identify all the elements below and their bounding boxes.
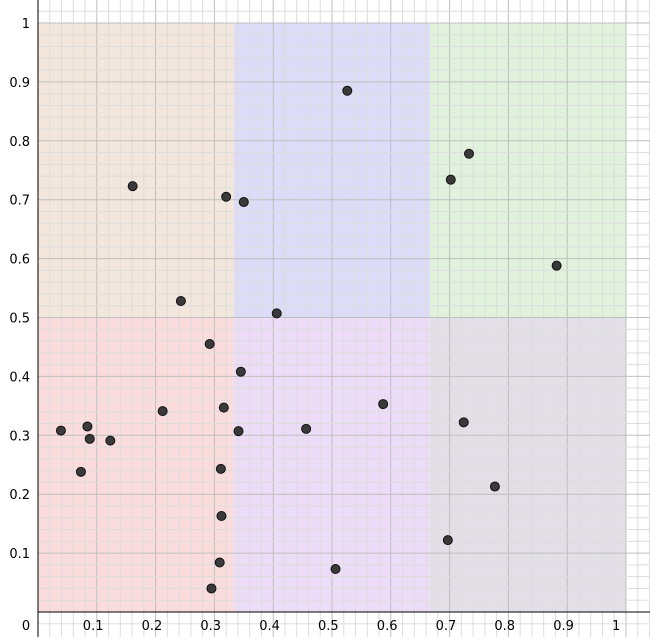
data-point (218, 402, 229, 413)
data-point (458, 417, 469, 428)
x-tick-label: 0.9 (553, 619, 574, 634)
data-point (330, 564, 341, 575)
data-point (75, 466, 86, 477)
y-tick-label: 0.5 (9, 312, 30, 327)
data-point (214, 557, 225, 568)
y-tick-labels: 0.1 0.2 0.3 0.4 0.5 0.6 0.7 0.8 0.9 1 (9, 17, 30, 562)
data-point (157, 406, 168, 417)
data-points (55, 85, 562, 594)
axes (37, 0, 650, 637)
y-tick-label: 0.8 (9, 135, 30, 150)
data-point (84, 433, 95, 444)
data-point (238, 197, 249, 208)
data-point (105, 435, 116, 446)
region-3 (38, 317, 234, 612)
data-point (489, 481, 500, 492)
data-point (442, 535, 453, 546)
data-point (551, 260, 562, 271)
grid-lines (38, 0, 650, 637)
x-tick-label: 0.1 (83, 619, 104, 634)
origin-tick-label: 0 (22, 619, 30, 634)
data-point (378, 399, 389, 410)
data-point (175, 296, 186, 307)
region-5 (430, 317, 626, 612)
data-point (215, 463, 226, 474)
data-point (445, 174, 456, 185)
y-tick-label: 0.2 (9, 488, 30, 503)
data-point (233, 426, 244, 437)
data-point (221, 191, 232, 202)
y-tick-label: 0.1 (9, 547, 30, 562)
region-2 (430, 23, 626, 318)
x-tick-label: 0.2 (142, 619, 163, 634)
y-tick-label: 0.6 (9, 253, 30, 268)
data-point (82, 421, 93, 432)
y-tick-label: 0.9 (9, 76, 30, 91)
x-tick-label: 0.6 (377, 619, 398, 634)
data-point (271, 308, 282, 319)
data-point (342, 85, 353, 96)
y-tick-label: 0.3 (9, 429, 30, 444)
y-tick-label: 0.7 (9, 194, 30, 209)
data-point (55, 425, 66, 436)
x-tick-label: 0.7 (436, 619, 457, 634)
y-tick-label: 1 (22, 17, 30, 32)
x-tick-label: 0.3 (200, 619, 221, 634)
x-tick-label: 0.5 (318, 619, 339, 634)
y-tick-label: 0.4 (9, 370, 30, 385)
data-point (216, 510, 227, 521)
x-tick-label: 1 (612, 619, 620, 634)
data-point (464, 148, 475, 159)
region-0 (38, 23, 234, 318)
data-point (127, 181, 138, 192)
data-point (235, 366, 246, 377)
x-tick-labels: 0.1 0.2 0.3 0.4 0.5 0.6 0.7 0.8 0.9 1 (83, 619, 620, 634)
x-tick-label: 0.4 (259, 619, 280, 634)
data-point (204, 339, 215, 350)
data-point (301, 423, 312, 434)
data-point (206, 583, 217, 594)
x-tick-label: 0.8 (494, 619, 515, 634)
